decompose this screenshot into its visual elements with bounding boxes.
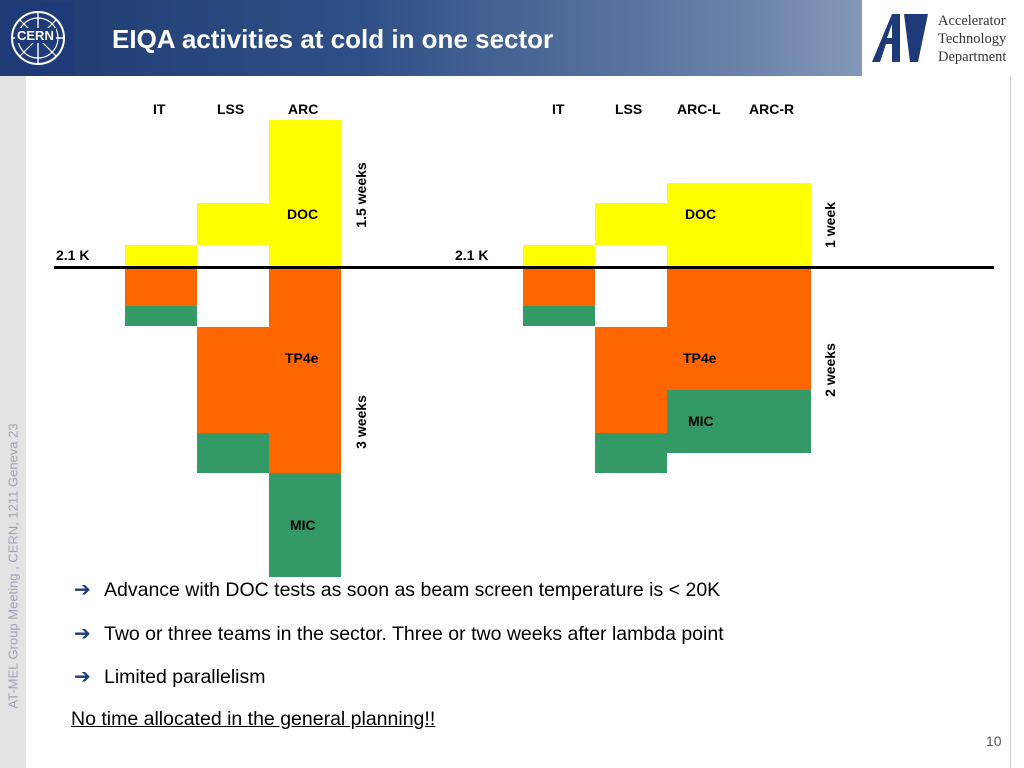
atd-line-3: Department xyxy=(938,49,1007,65)
right-it-tp4e-block xyxy=(523,268,595,306)
right-lss-doc-block xyxy=(595,203,667,245)
cern-logo: CERN xyxy=(2,2,74,74)
right-col-arc-l: ARC-L xyxy=(677,101,721,117)
bullet-1-text: Advance with DOC tests as soon as beam s… xyxy=(104,579,721,601)
left-doc-label: DOC xyxy=(287,206,319,222)
atd-line-2: Technology xyxy=(938,31,1007,47)
atd-logo-mark xyxy=(872,14,928,62)
cern-logo-text: CERN xyxy=(15,28,56,43)
left-lss-doc-block xyxy=(197,203,269,245)
bullet-3-text: Limited parallelism xyxy=(104,666,266,688)
bullet-2-text: Two or three teams in the sector. Three … xyxy=(104,623,724,645)
right-tp4e-label: TP4e xyxy=(683,350,717,366)
right-col-lss: LSS xyxy=(615,101,643,117)
arrow-right-icon: ➔ xyxy=(74,623,91,645)
planning-note: No time allocated in the general plannin… xyxy=(71,708,436,730)
right-lss-tp4e-block xyxy=(595,327,667,433)
atd-logo: Accelerator Technology Department xyxy=(862,0,1024,76)
right-arc-tp4e-block xyxy=(667,268,811,390)
left-col-arc: ARC xyxy=(288,101,319,117)
left-duration-top: 1.5 weeks xyxy=(353,162,369,228)
left-arc-doc-block xyxy=(269,120,341,268)
left-arc-mic-block xyxy=(269,473,341,577)
page-number: 10 xyxy=(986,733,1002,749)
left-arc-tp4e-block xyxy=(269,268,341,473)
left-duration-bottom: 3 weeks xyxy=(353,395,369,449)
bullet-2: ➔ Two or three teams in the sector. Three… xyxy=(74,621,724,646)
atd-line-1: Accelerator xyxy=(938,13,1006,29)
side-footer-text: AT-MEL Group Meeting , CERN, 1211 Geneva… xyxy=(5,423,21,709)
left-it-doc-block xyxy=(125,245,197,268)
arrow-right-icon: ➔ xyxy=(74,666,91,688)
right-it-doc-block xyxy=(523,245,595,268)
right-col-it: IT xyxy=(552,101,565,117)
right-duration-bottom: 2 weeks xyxy=(822,343,838,397)
left-it-tp4e-block xyxy=(125,268,197,306)
right-col-arc-r: ARC-R xyxy=(749,101,795,117)
left-tp4e-label: TP4e xyxy=(285,350,319,366)
page-title: EIQA activities at cold in one sector xyxy=(112,24,554,54)
side-strip xyxy=(0,76,26,768)
left-col-it: IT xyxy=(153,101,166,117)
left-it-mic-block xyxy=(125,306,197,326)
temperature-baseline xyxy=(54,266,994,269)
right-it-mic-block xyxy=(523,306,595,326)
right-mic-label: MIC xyxy=(688,413,714,429)
left-mic-label: MIC xyxy=(290,517,316,533)
right-duration-top: 1 week xyxy=(822,202,838,248)
left-lss-mic-block xyxy=(197,433,269,473)
right-divider xyxy=(1010,76,1011,768)
left-col-lss: LSS xyxy=(217,101,245,117)
left-temp-label: 2.1 K xyxy=(56,247,90,263)
right-arc-doc-block xyxy=(667,183,811,268)
right-lss-mic-block xyxy=(595,433,667,473)
bullet-3: ➔ Limited parallelism xyxy=(74,664,265,689)
right-temp-label: 2.1 K xyxy=(455,247,489,263)
arrow-right-icon: ➔ xyxy=(74,579,91,601)
right-doc-label: DOC xyxy=(685,206,717,222)
bullet-1: ➔ Advance with DOC tests as soon as beam … xyxy=(74,577,720,602)
title-bar: CERN EIQA activities at cold in one sect… xyxy=(0,0,1024,76)
right-arc-mic-block xyxy=(667,390,811,453)
left-lss-tp4e-block xyxy=(197,327,269,433)
